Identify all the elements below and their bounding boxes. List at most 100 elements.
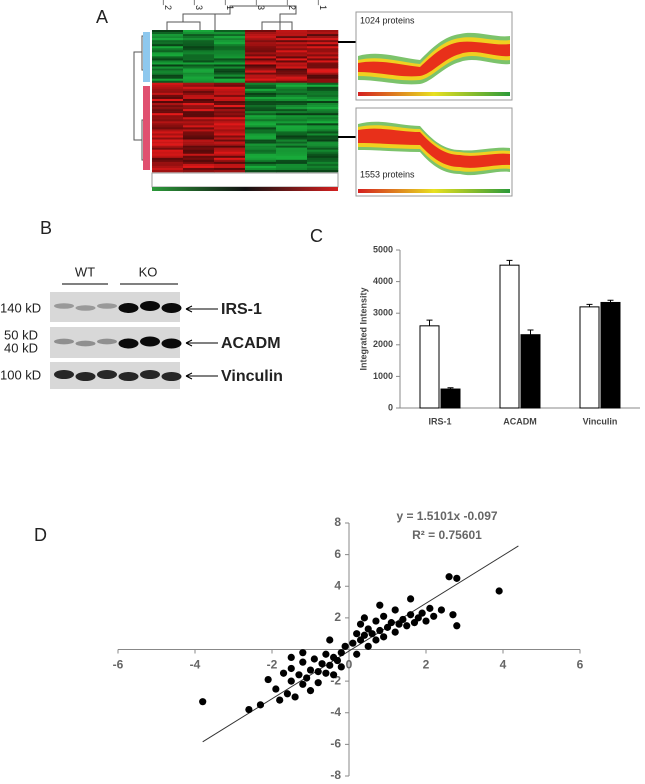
point — [418, 609, 426, 617]
error-bar — [586, 303, 593, 307]
heat-cell — [307, 135, 339, 138]
heat-cell — [183, 115, 215, 118]
heat-cell — [307, 117, 339, 120]
heatmap — [152, 30, 339, 173]
point — [391, 628, 399, 636]
heat-cell — [307, 74, 339, 77]
heat-cell — [152, 42, 184, 45]
heat-cell — [307, 36, 339, 39]
arrows — [185, 305, 218, 380]
point — [291, 693, 299, 701]
heat-cell — [214, 149, 246, 153]
point — [256, 701, 265, 709]
heat-cell — [152, 107, 184, 110]
heat-cell — [276, 129, 308, 132]
heat-cell — [152, 103, 184, 106]
heat-cell — [307, 48, 339, 51]
heat-cell — [245, 96, 277, 100]
profile-plot: 1553 proteins — [355, 107, 513, 197]
heat-cell — [152, 30, 184, 33]
heat-cell — [276, 42, 308, 45]
heat-cell — [245, 78, 277, 82]
heat-cell — [307, 72, 339, 75]
heat-cell — [152, 133, 184, 136]
heat-cell — [152, 139, 184, 142]
heat-cell — [276, 52, 308, 55]
heat-cell — [152, 129, 184, 132]
point — [330, 671, 338, 679]
heat-cell — [245, 167, 277, 171]
heat-cell — [245, 42, 277, 45]
point — [353, 650, 361, 658]
point — [407, 595, 415, 603]
heat-cell — [183, 159, 215, 163]
heat-cell — [183, 82, 215, 86]
heat-cell — [276, 139, 308, 142]
heat-cell — [152, 64, 184, 67]
heat-cell — [183, 123, 215, 126]
heat-cell — [214, 94, 246, 98]
point — [322, 669, 330, 677]
x-tick-label: 4 — [500, 658, 507, 672]
heat-cell — [183, 167, 215, 171]
heat-cell — [276, 48, 308, 51]
sample-label: KO_1 — [318, 0, 328, 10]
sample-label: WT_1 — [225, 0, 235, 10]
heat-cell — [245, 76, 277, 79]
heat-cell — [183, 40, 215, 43]
heat-cell — [276, 119, 308, 122]
heat-cell — [276, 117, 308, 120]
heat-cell — [152, 70, 184, 73]
heat-cell — [152, 76, 184, 79]
heat-cell — [152, 113, 184, 116]
point — [276, 696, 284, 704]
heat-cell — [214, 66, 246, 69]
heat-cell — [183, 30, 215, 33]
heat-cell — [152, 121, 184, 124]
heat-cell — [307, 167, 339, 171]
heat-cell — [152, 52, 184, 55]
band — [161, 338, 182, 349]
heat-cell — [183, 54, 215, 57]
heat-cell — [183, 90, 215, 94]
heat-cell — [307, 34, 339, 37]
heat-cell — [152, 165, 184, 169]
band — [54, 303, 74, 309]
heat-cell — [214, 131, 246, 134]
heat-cell — [245, 50, 277, 53]
heat-cell — [307, 153, 339, 157]
error-bar — [607, 299, 614, 303]
y-tick-label: 8 — [334, 515, 341, 529]
heat-cell — [307, 52, 339, 55]
bar — [520, 334, 541, 409]
heat-cell — [214, 86, 246, 90]
heat-cell — [214, 82, 246, 86]
bar — [419, 325, 440, 409]
heat-cell — [214, 32, 246, 35]
heat-cell — [276, 92, 308, 96]
heat-cell — [152, 36, 184, 39]
heat-cell — [307, 165, 339, 169]
heat-cell — [183, 84, 215, 88]
y-tick-label: 4000 — [373, 276, 393, 286]
heat-cell — [307, 169, 339, 173]
heat-cell — [183, 64, 215, 67]
bar — [579, 306, 600, 409]
heat-cell — [245, 153, 277, 157]
heat-cell — [183, 109, 215, 112]
heat-cell — [307, 163, 339, 167]
heat-cell — [245, 141, 277, 144]
heat-cell — [183, 155, 215, 159]
point — [326, 661, 334, 669]
heat-cell — [152, 50, 184, 53]
heat-cell — [276, 56, 308, 59]
heat-cell — [307, 143, 339, 146]
point — [299, 649, 307, 657]
y-tick-label: -2 — [330, 673, 341, 687]
point — [376, 601, 384, 609]
heat-cell — [245, 115, 277, 118]
heat-cell — [276, 147, 308, 150]
heat-cell — [276, 44, 308, 47]
heat-cell — [245, 56, 277, 59]
